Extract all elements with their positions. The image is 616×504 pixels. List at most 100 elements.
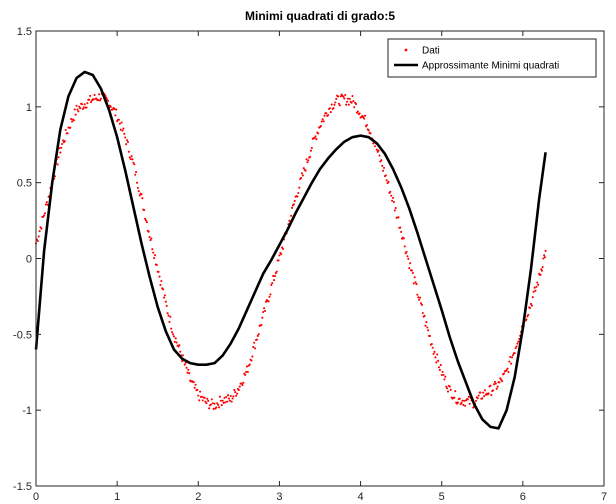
data-point [144,217,147,220]
data-point [63,139,66,143]
data-point [322,120,325,123]
data-point [228,399,231,402]
data-point [66,132,69,135]
legend-box [387,38,597,78]
data-point [531,296,534,299]
data-point [423,314,426,317]
data-point [37,235,40,238]
data-point [81,107,84,111]
data-point [231,397,234,400]
data-point [267,300,270,303]
x-tick-label: 3 [276,491,282,503]
data-point [446,387,449,390]
data-point [122,127,125,130]
data-point [511,354,514,357]
data-point [178,344,181,347]
data-point [389,190,392,193]
data-point [535,285,538,288]
data-point [337,102,340,105]
data-point [58,147,61,150]
data-point [272,274,275,278]
data-point [302,167,305,170]
data-point [382,169,385,172]
data-point [529,306,532,310]
data-point [128,156,131,159]
data-point [403,245,406,248]
y-tick-label: 1 [26,102,32,114]
data-point [327,114,330,117]
data-point [121,129,124,132]
plot-area [36,31,604,486]
data-point [72,119,75,122]
data-point [442,373,445,376]
data-point [126,141,130,144]
data-point [342,95,345,98]
data-point [496,385,499,388]
data-point [481,397,484,400]
data-point [378,154,381,157]
data-point [43,212,47,215]
data-point [77,110,80,113]
data-point [241,383,244,387]
data-point [135,181,139,184]
data-point [270,283,273,286]
data-point [291,206,294,209]
data-point [192,381,195,384]
data-point [483,395,486,398]
data-point [323,114,326,117]
data-point [493,380,496,383]
data-point [309,155,312,158]
data-point [69,126,72,129]
data-point [489,384,492,387]
data-point [181,360,184,363]
data-point [510,356,514,359]
data-point [230,400,233,403]
y-tick-label: -1.5 [13,481,32,493]
data-point [115,108,118,111]
data-point [490,394,493,397]
data-point [430,342,433,346]
data-point [257,333,260,336]
data-point [83,103,86,106]
data-point [268,295,271,298]
data-point [385,179,388,182]
data-point [393,209,396,212]
data-point [540,269,544,272]
data-point [304,169,307,172]
data-point [506,367,509,370]
data-point [356,110,359,113]
data-layer [34,70,547,430]
data-point [208,407,211,410]
data-point [332,107,335,110]
data-point [107,99,110,103]
data-point [79,107,82,110]
data-point [45,201,48,204]
data-point [432,352,435,355]
data-point [153,257,156,260]
data-point [320,120,323,123]
legend: Dati Approssimante Minimi quadrati [387,38,597,78]
data-point [64,128,67,132]
data-point [57,156,60,159]
data-point [126,139,129,142]
data-point [106,98,109,101]
data-point [516,342,519,345]
data-point [196,388,199,391]
data-point [75,104,78,107]
data-point [207,399,210,402]
data-point [352,100,355,103]
data-point [99,97,102,100]
data-point [542,257,545,260]
data-point [263,309,267,313]
data-point [467,395,470,398]
data-point [391,196,395,199]
data-point [541,265,544,269]
data-point [278,254,281,257]
data-point [313,136,316,140]
data-point [479,391,482,394]
data-point [536,281,539,284]
data-point [363,117,366,120]
data-point [377,149,380,152]
data-point [275,270,278,273]
data-point [355,102,358,106]
